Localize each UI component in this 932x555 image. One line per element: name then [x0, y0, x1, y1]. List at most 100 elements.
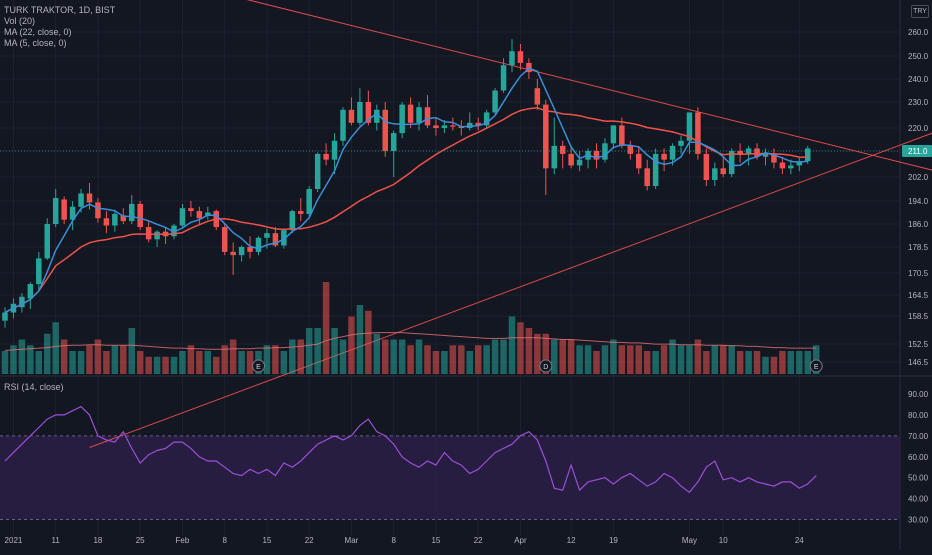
rsi-tick-label: 40.00: [908, 495, 929, 504]
volume-bar: [661, 345, 668, 374]
ma22-legend[interactable]: MA (22, close, 0): [4, 27, 115, 38]
rsi-tick-label: 70.00: [908, 432, 929, 441]
volume-bar: [382, 340, 389, 375]
candle-body: [661, 154, 667, 160]
date-tick-label: 18: [93, 536, 102, 545]
candle-body: [712, 168, 718, 180]
volume-bar: [44, 334, 51, 374]
price-tick-label: 170.5: [908, 269, 929, 278]
volume-bar: [644, 351, 651, 374]
date-tick-label: Mar: [345, 536, 359, 545]
price-tick-label: 146.5: [908, 358, 929, 367]
volume-bar: [137, 351, 144, 374]
candle-body: [552, 146, 558, 168]
date-tick-label: 2021: [5, 536, 23, 545]
volume-bar: [602, 345, 609, 374]
volume-bar: [703, 351, 710, 374]
rsi-tick-label: 50.00: [908, 474, 929, 483]
candle-body: [644, 168, 650, 186]
rsi-band: [0, 436, 900, 520]
volume-bar: [162, 357, 169, 374]
candle-body: [433, 125, 439, 128]
symbol-legend[interactable]: TURK TRAKTOR, 1D, BIST: [4, 5, 115, 16]
volume-bar: [593, 351, 600, 374]
candle-body: [543, 105, 549, 169]
volume-bar: [678, 345, 685, 374]
volume-bar: [331, 328, 338, 374]
volume-bar: [788, 351, 795, 374]
candle-body: [349, 110, 355, 123]
candle-body: [535, 88, 541, 104]
volume-bar: [728, 345, 735, 374]
candle-body: [78, 194, 84, 207]
volume-bar: [500, 340, 507, 375]
volume-bar: [230, 340, 237, 375]
candle-body: [611, 125, 617, 143]
volume-bar: [771, 357, 778, 374]
candle-body: [408, 105, 414, 123]
candle-body: [112, 214, 118, 226]
candle-body: [239, 247, 245, 255]
candle-body: [678, 141, 684, 146]
candle-body: [95, 202, 101, 218]
volume-bar: [112, 345, 119, 374]
volume-bar: [298, 340, 305, 375]
candle-body: [137, 204, 143, 227]
candle-body: [560, 146, 566, 154]
candle-body: [36, 258, 42, 284]
candle-body: [636, 154, 642, 168]
candle-body: [264, 233, 270, 238]
volume-bar: [61, 340, 68, 375]
price-tick-label: 230.0: [908, 98, 929, 107]
volume-bar: [475, 345, 482, 374]
candle-body: [298, 211, 304, 214]
candle-body: [129, 204, 135, 221]
volume-legend[interactable]: Vol (20): [4, 16, 115, 27]
price-tick-label: 220.0: [908, 124, 929, 133]
candle-body: [197, 211, 203, 218]
event-marker-label: E: [814, 364, 819, 371]
date-tick-label: 22: [305, 536, 314, 545]
date-tick-label: Apr: [514, 536, 527, 545]
candle-body: [332, 141, 338, 160]
volume-bar: [737, 351, 744, 374]
date-tick-label: 12: [567, 536, 576, 545]
candle-body: [399, 105, 405, 134]
volume-bar: [205, 351, 212, 374]
volume-bar: [179, 351, 186, 374]
volume-bar: [492, 340, 499, 375]
currency-badge[interactable]: TRY: [911, 5, 929, 18]
rsi-tick-label: 60.00: [908, 453, 929, 462]
candle-body: [154, 232, 160, 240]
candle-body: [653, 154, 659, 186]
volume-bar: [374, 334, 381, 374]
volume-bar: [779, 351, 786, 374]
volume-bar: [416, 340, 423, 375]
volume-bar: [78, 351, 85, 374]
candle-body: [391, 133, 397, 151]
ma5-legend[interactable]: MA (5, close, 0): [4, 38, 115, 49]
candle-body: [628, 146, 634, 154]
price-tick-label: 240.0: [908, 75, 929, 84]
volume-bar: [52, 322, 59, 374]
rsi-legend[interactable]: RSI (14, close): [4, 382, 64, 393]
candle-body: [45, 224, 51, 258]
volume-bar: [238, 351, 245, 374]
volume-bar: [171, 357, 178, 374]
volume-bar: [2, 351, 9, 374]
date-tick-label: 25: [136, 536, 145, 545]
volume-bar: [69, 351, 76, 374]
price-tick-label: 152.5: [908, 340, 929, 349]
volume-bar: [568, 340, 575, 375]
volume-bar: [754, 351, 761, 374]
volume-bar: [36, 351, 43, 374]
candle-body: [230, 252, 236, 255]
price-tick-label: 260.0: [908, 28, 929, 37]
volume-bar: [424, 345, 431, 374]
volume-bar: [712, 345, 719, 374]
volume-bar: [483, 345, 490, 374]
volume-bar: [585, 345, 592, 374]
last-price-label: 211.0: [908, 147, 928, 156]
